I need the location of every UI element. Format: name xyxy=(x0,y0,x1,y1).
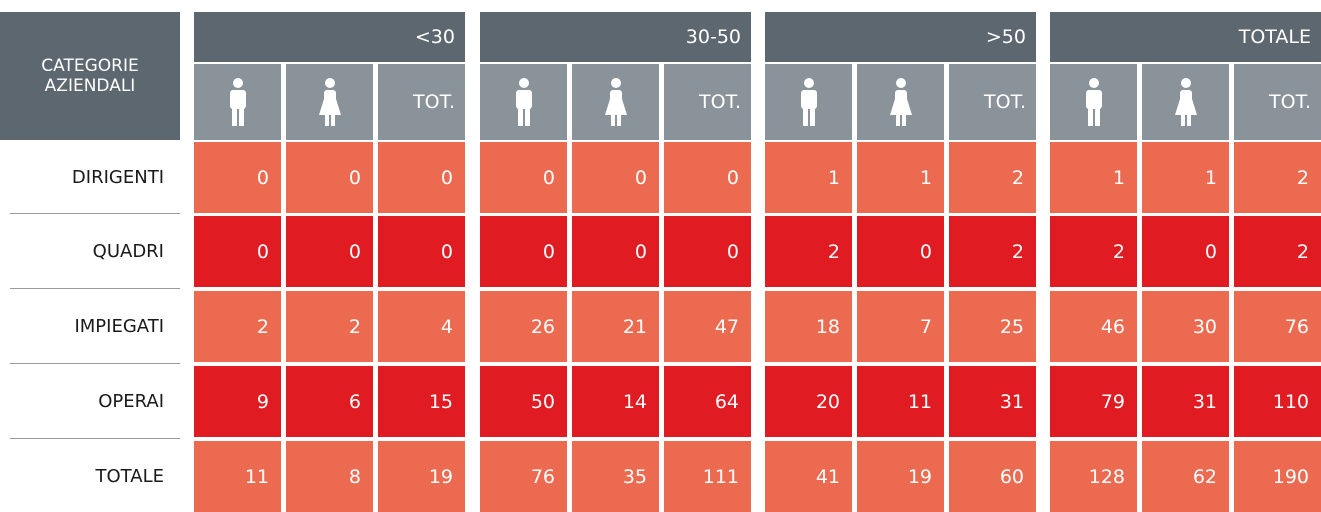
value-cell: 79 xyxy=(1050,366,1137,437)
value-cell: 2 xyxy=(765,216,852,287)
value-cell: 25 xyxy=(949,291,1036,362)
value-cell: 60 xyxy=(949,441,1036,512)
group-header: >50 xyxy=(765,12,1036,62)
male-header xyxy=(480,64,567,140)
total-header: TOT. xyxy=(1234,64,1321,140)
value-cell: 0 xyxy=(1142,216,1229,287)
male-icon xyxy=(515,78,532,126)
row-separator xyxy=(10,288,180,289)
value-cell: 31 xyxy=(1142,366,1229,437)
corner-line: AZIENDALI xyxy=(44,76,136,96)
value-cell: 0 xyxy=(378,216,465,287)
value-cell: 110 xyxy=(1234,366,1321,437)
value-cell: 46 xyxy=(1050,291,1137,362)
value-cell: 1 xyxy=(1050,142,1137,213)
value-cell: 41 xyxy=(765,441,852,512)
group-header: TOTALE xyxy=(1050,12,1321,62)
female-icon xyxy=(889,78,912,126)
value-cell: 18 xyxy=(765,291,852,362)
value-cell: 0 xyxy=(194,216,281,287)
value-cell: 9 xyxy=(194,366,281,437)
value-cell: 19 xyxy=(857,441,944,512)
total-header: TOT. xyxy=(378,64,465,140)
group-header: 30-50 xyxy=(480,12,751,62)
female-header xyxy=(1142,64,1229,140)
value-cell: 1 xyxy=(857,142,944,213)
female-icon xyxy=(318,78,341,126)
value-cell: 2 xyxy=(286,291,373,362)
row-label: QUADRI xyxy=(92,241,164,262)
value-cell: 190 xyxy=(1234,441,1321,512)
value-cell: 6 xyxy=(286,366,373,437)
value-cell: 2 xyxy=(1234,142,1321,213)
male-icon xyxy=(229,78,246,126)
female-header xyxy=(286,64,373,140)
value-cell: 2 xyxy=(194,291,281,362)
value-cell: 31 xyxy=(949,366,1036,437)
value-cell: 1 xyxy=(765,142,852,213)
value-cell: 4 xyxy=(378,291,465,362)
total-header: TOT. xyxy=(949,64,1036,140)
male-icon xyxy=(800,78,817,126)
male-header xyxy=(194,64,281,140)
value-cell: 2 xyxy=(949,216,1036,287)
row-separator xyxy=(10,363,180,364)
value-cell: 76 xyxy=(1234,291,1321,362)
value-cell: 35 xyxy=(572,441,659,512)
value-cell: 0 xyxy=(194,142,281,213)
value-cell: 21 xyxy=(572,291,659,362)
value-cell: 111 xyxy=(664,441,751,512)
value-cell: 0 xyxy=(480,216,567,287)
value-cell: 2 xyxy=(1050,216,1137,287)
male-header xyxy=(1050,64,1137,140)
value-cell: 0 xyxy=(286,216,373,287)
value-cell: 11 xyxy=(194,441,281,512)
value-cell: 0 xyxy=(378,142,465,213)
value-cell: 1 xyxy=(1142,142,1229,213)
value-cell: 7 xyxy=(857,291,944,362)
value-cell: 11 xyxy=(857,366,944,437)
row-label: IMPIEGATI xyxy=(74,316,164,337)
value-cell: 0 xyxy=(664,216,751,287)
value-cell: 0 xyxy=(664,142,751,213)
corner-header: CATEGORIE AZIENDALI xyxy=(0,12,180,140)
value-cell: 15 xyxy=(378,366,465,437)
row-label: TOTALE xyxy=(95,466,164,487)
row-separator xyxy=(10,213,180,214)
value-cell: 47 xyxy=(664,291,751,362)
value-cell: 8 xyxy=(286,441,373,512)
value-cell: 0 xyxy=(857,216,944,287)
value-cell: 64 xyxy=(664,366,751,437)
male-header xyxy=(765,64,852,140)
female-header xyxy=(572,64,659,140)
row-separator xyxy=(10,438,180,439)
total-header: TOT. xyxy=(664,64,751,140)
value-cell: 2 xyxy=(949,142,1036,213)
group-header: <30 xyxy=(194,12,465,62)
value-cell: 76 xyxy=(480,441,567,512)
value-cell: 0 xyxy=(480,142,567,213)
row-label: DIRIGENTI xyxy=(71,167,164,188)
value-cell: 0 xyxy=(572,142,659,213)
female-icon xyxy=(604,78,627,126)
value-cell: 20 xyxy=(765,366,852,437)
male-icon xyxy=(1085,78,1102,126)
female-icon xyxy=(1174,78,1197,126)
corner-line: CATEGORIE xyxy=(41,56,139,76)
value-cell: 2 xyxy=(1234,216,1321,287)
value-cell: 50 xyxy=(480,366,567,437)
value-cell: 0 xyxy=(572,216,659,287)
value-cell: 14 xyxy=(572,366,659,437)
value-cell: 26 xyxy=(480,291,567,362)
value-cell: 30 xyxy=(1142,291,1229,362)
row-label: OPERAI xyxy=(98,391,164,412)
value-cell: 0 xyxy=(286,142,373,213)
value-cell: 19 xyxy=(378,441,465,512)
female-header xyxy=(857,64,944,140)
value-cell: 128 xyxy=(1050,441,1137,512)
value-cell: 62 xyxy=(1142,441,1229,512)
